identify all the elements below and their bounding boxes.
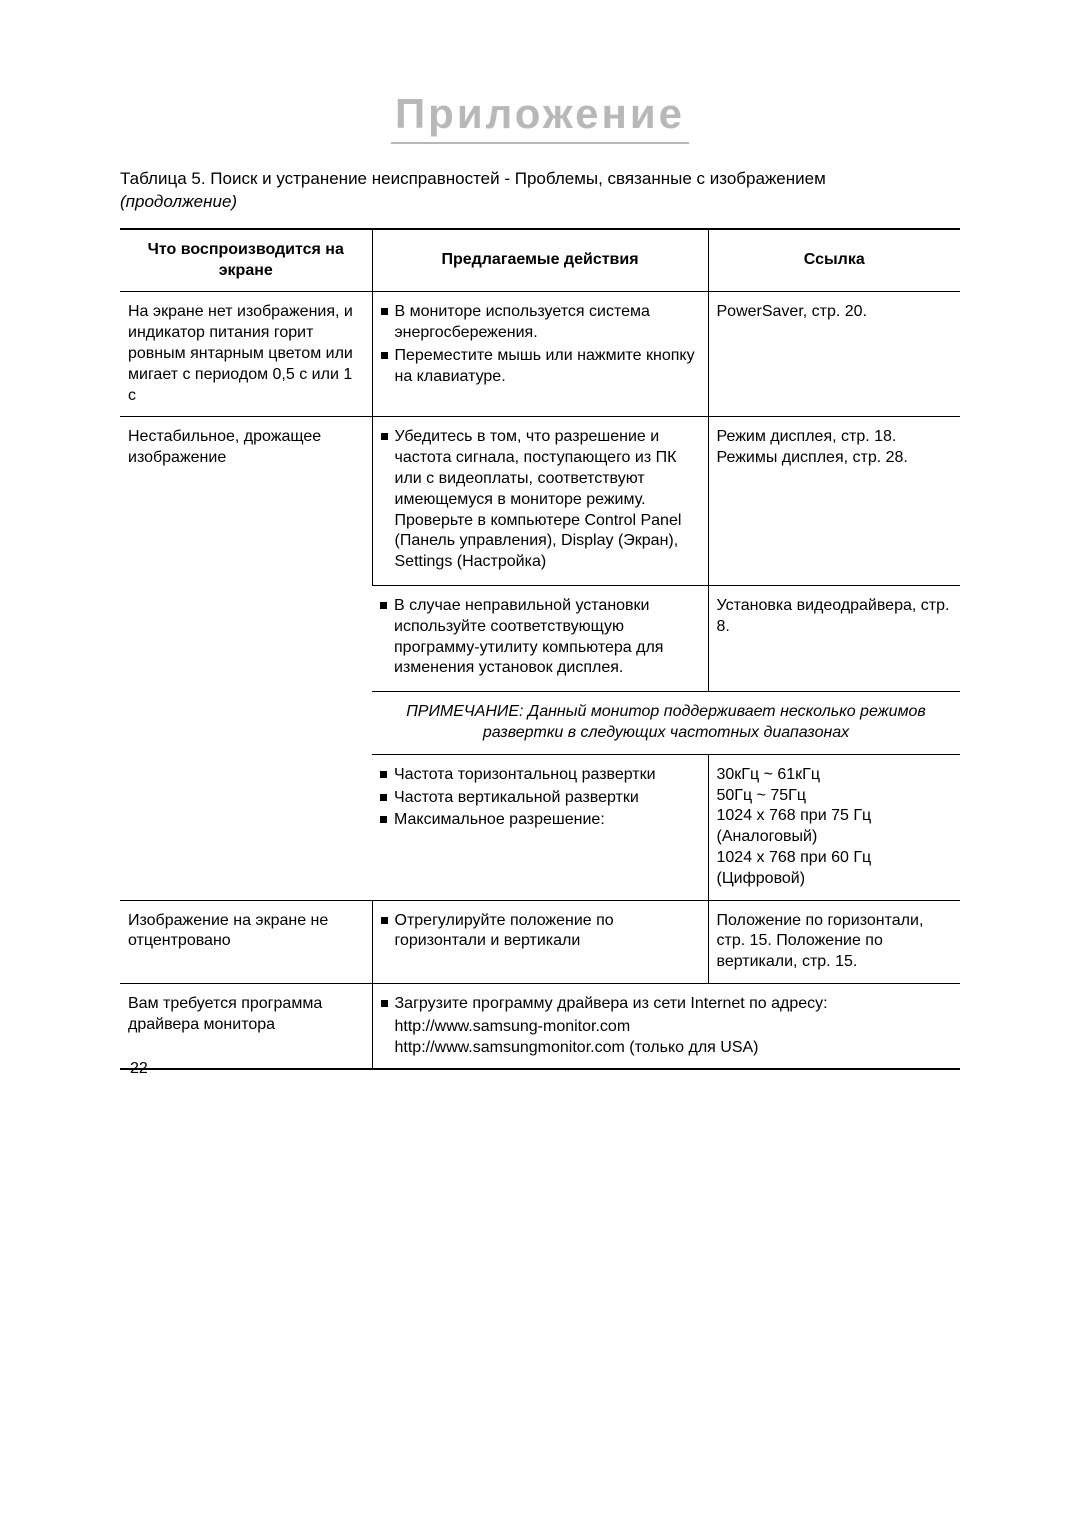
table-row: Вам требуется программа драйвера монитор… [120,983,960,1069]
table-row: На экране нет изображения, и индикатор п… [120,292,960,417]
cell-reference: Режим дисплея, стр. 18. Режимы дисплея, … [708,417,960,586]
cell-action: Убедитесь в том, что разрешение и частот… [372,417,708,586]
action-item: Переместите мышь или нажмите кнопку на к… [381,346,700,388]
action-item: Убедитесь в том, что разрешение и частот… [381,427,700,573]
note-cell: ПРИМЕЧАНИЕ: Данный монитор поддерживает … [372,692,960,755]
cell-action: В мониторе используется система энергосб… [372,292,708,417]
page-title-wrap: Приложение [120,90,960,144]
action-item: В мониторе используется система энергосб… [381,302,700,344]
cell-action: Частота торизонтальноц развертки Частота… [372,754,708,900]
cell-action: В случае неправильной установки использу… [372,586,708,692]
action-item: Частота торизонтальноц развертки [380,765,700,786]
cell-action: Отрегулируйте положение по горизонтали и… [372,900,708,983]
cell-action-merged: Загрузите программу драйвера из сети Int… [372,983,960,1069]
action-item: Загрузите программу драйвера из сети Int… [381,994,953,1015]
cell-symptom: Вам требуется программа драйвера монитор… [120,983,372,1069]
action-item: Частота вертикальной развертки [380,788,700,809]
header-reference: Ссылка [708,229,960,292]
action-item: Отрегулируйте положение по горизонтали и… [381,911,700,953]
url-line: http://www.samsung-monitor.com [381,1017,953,1038]
cell-symptom: Изображение на экране не отцентровано [120,900,372,983]
troubleshooting-table: Что воспроизводится на экране Предлагаем… [120,228,960,1071]
action-item: Максимальное разрешение: [380,810,700,831]
page-number: 22 [130,1060,148,1078]
action-item: В случае неправильной установки использу… [380,596,700,679]
cell-reference: PowerSaver, стр. 20. [708,292,960,417]
table-row: Изображение на экране не отцентровано От… [120,900,960,983]
table-row: Нестабильное, дрожащее изображение Убеди… [120,417,960,586]
table-header-row: Что воспроизводится на экране Предлагаем… [120,229,960,292]
url-line: http://www.samsungmonitor.com (только дл… [381,1038,953,1059]
cell-symptom: На экране нет изображения, и индикатор п… [120,292,372,417]
cell-symptom: Нестабильное, дрожащее изображение [120,417,372,900]
caption-continuation: (продолжение) [120,192,237,211]
header-symptom: Что воспроизводится на экране [120,229,372,292]
page-title: Приложение [391,90,689,144]
cell-reference: Установка видеодрайвера, стр. 8. [708,586,960,692]
caption-text: Таблица 5. Поиск и устранение неисправно… [120,169,826,188]
header-action: Предлагаемые действия [372,229,708,292]
cell-reference: Положение по горизонтали, стр. 15. Полож… [708,900,960,983]
table-caption: Таблица 5. Поиск и устранение неисправно… [120,168,960,214]
cell-reference: 30кГц ~ 61кГц 50Гц ~ 75Гц 1024 x 768 при… [708,754,960,900]
